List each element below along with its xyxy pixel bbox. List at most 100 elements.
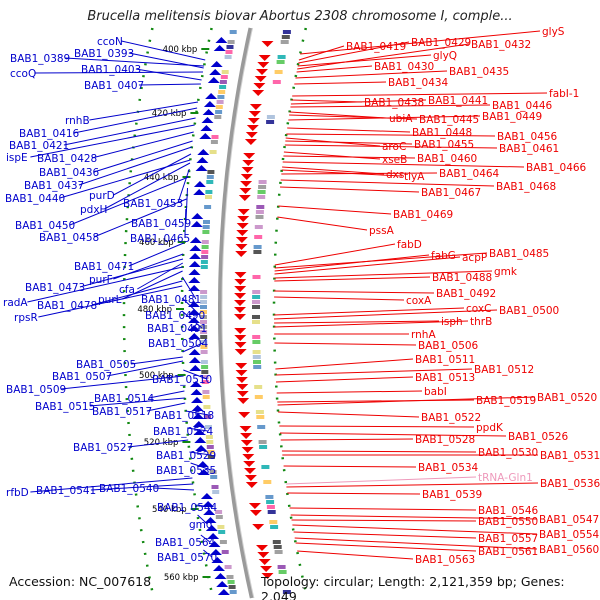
gene-label-leader <box>274 243 396 266</box>
forward-gene-arrow <box>188 301 200 307</box>
feature-block <box>228 585 236 589</box>
gene-label-leader <box>275 368 473 376</box>
gene-label: BAB1_0563 <box>415 554 475 566</box>
forward-gene-arrow <box>188 349 201 355</box>
feature-block <box>220 75 228 79</box>
feature-block <box>257 425 266 429</box>
reverse-gene-arrow <box>242 454 255 460</box>
feature-block <box>200 340 208 344</box>
gene-label: tlyA <box>404 171 425 183</box>
feature-block <box>226 575 234 579</box>
gene-label-leader <box>274 252 488 269</box>
feature-block <box>219 540 227 544</box>
kbp-scale-label: 480 kbp <box>137 305 172 315</box>
gene-label-leader <box>200 534 211 543</box>
gene-label-leader <box>106 360 184 377</box>
reverse-gene-arrow <box>240 181 253 187</box>
gene-label: BAB1_0450 <box>15 220 75 232</box>
gene-label-leader <box>290 514 538 520</box>
gene-label-leader <box>283 465 417 468</box>
gene-label: BAB1_0469 <box>393 209 453 221</box>
gene-label-leader <box>279 432 507 437</box>
feature-block <box>200 300 207 304</box>
gene-label: BAB1_0481 <box>141 294 201 306</box>
forward-gene-arrow <box>196 461 209 467</box>
feature-block <box>200 360 208 364</box>
reverse-gene-arrow <box>238 412 251 418</box>
gene-label: BAB1_0536 <box>540 478 600 490</box>
feature-block <box>214 115 222 119</box>
gene-label: BAB1_0520 <box>537 392 597 404</box>
feature-block <box>216 100 224 104</box>
gene-label-leader <box>274 320 440 324</box>
gene-label-leader <box>289 114 418 120</box>
gene-label: BAB1_0509 <box>6 384 66 396</box>
forward-gene-arrow <box>197 469 210 475</box>
gene-label: BAB1_0435 <box>449 66 509 78</box>
gene-label-leader <box>38 285 183 318</box>
reverse-gene-arrow <box>238 195 251 201</box>
gene-label-leader <box>274 296 405 301</box>
gene-label: BAB1_0473 <box>25 282 85 294</box>
gene-label: BAB1_0488 <box>432 272 492 284</box>
gene-label-leader <box>297 43 470 70</box>
reverse-gene-arrow <box>234 349 247 355</box>
reverse-gene-arrow <box>234 342 247 348</box>
gene-label: xseB <box>382 154 407 166</box>
gene-label-leader <box>181 310 203 329</box>
feature-block <box>274 70 283 74</box>
gene-label: thrB <box>470 316 492 328</box>
gene-label: glyS <box>542 26 565 38</box>
feature-block <box>200 305 207 309</box>
feature-block <box>278 570 287 574</box>
reverse-gene-arrow <box>240 433 253 439</box>
feature-block <box>203 405 211 409</box>
forward-gene-arrow <box>188 285 201 291</box>
forward-gene-arrow <box>205 525 218 531</box>
forward-gene-arrow <box>193 429 206 435</box>
forward-gene-arrow <box>193 189 206 195</box>
feature-block <box>207 455 215 459</box>
reverse-gene-arrow <box>234 328 247 334</box>
feature-block <box>253 250 262 254</box>
feature-block <box>252 340 261 344</box>
reverse-gene-arrow <box>236 391 249 397</box>
feature-block <box>267 510 276 514</box>
gene-label-leader <box>292 92 548 97</box>
feature-block <box>217 95 225 99</box>
feature-block <box>217 525 225 529</box>
reverse-gene-arrow <box>260 566 273 572</box>
gene-label: BAB1_0466 <box>526 162 587 174</box>
gene-label-leader <box>274 254 430 272</box>
gene-label-leader <box>274 320 469 328</box>
gene-label-leader <box>290 104 491 108</box>
feature-block <box>252 275 261 279</box>
feature-block <box>206 175 214 179</box>
feature-block <box>201 245 209 249</box>
gene-label: BAB1_0512 <box>474 364 534 376</box>
gene-label-leader <box>185 187 188 224</box>
gene-label-leader <box>292 524 538 535</box>
gene-label: BAB1_0437 <box>24 180 84 192</box>
gene-label: BAB1_0522 <box>421 412 481 424</box>
gene-label: BAB1_0403 <box>81 64 141 76</box>
gene-label-leader <box>181 276 197 300</box>
gene-label-leader <box>274 290 435 294</box>
forward-gene-arrow <box>188 261 201 267</box>
feature-block <box>200 335 208 339</box>
forward-gene-arrow <box>207 77 220 83</box>
feature-block <box>257 190 266 194</box>
feature-block <box>282 590 291 594</box>
feature-block <box>200 295 208 299</box>
reverse-gene-arrow <box>254 76 267 82</box>
gene-label: BAB1_0530 <box>478 447 538 459</box>
feature-block <box>205 435 213 439</box>
gene-label: tRNA-Gln1 <box>478 472 533 484</box>
gene-label-leader <box>274 342 417 346</box>
gene-label-leader <box>181 297 201 316</box>
gene-label: purD <box>89 190 115 202</box>
gene-label: BAB1_0544 <box>157 502 218 514</box>
feature-block <box>252 350 261 354</box>
gene-label: gmd <box>189 519 213 531</box>
forward-gene-arrow <box>200 493 213 499</box>
